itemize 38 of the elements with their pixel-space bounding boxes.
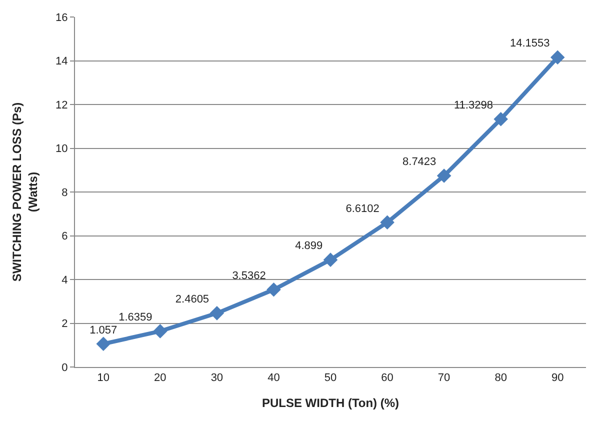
- x-tick-label: 70: [438, 372, 450, 384]
- y-tick-label: 10: [56, 143, 68, 156]
- x-tick-label: 60: [381, 372, 394, 384]
- x-tick-label: 30: [210, 372, 224, 384]
- data-label: 3.5362: [232, 270, 266, 282]
- x-tick-label: 10: [97, 372, 110, 384]
- data-label: 4.899: [295, 240, 323, 252]
- data-label: 6.6102: [346, 202, 380, 215]
- data-label: 14.1553: [510, 38, 550, 50]
- point: [494, 112, 508, 126]
- y-tick-label: 4: [62, 274, 68, 286]
- data-label: 11.3298: [454, 100, 493, 112]
- y-tick-label: 16: [56, 12, 68, 24]
- y-tick-label: 6: [62, 230, 68, 243]
- data-label: 1.057: [90, 324, 118, 336]
- x-tick-label: 20: [154, 372, 166, 384]
- point: [550, 50, 565, 64]
- point: [266, 282, 281, 297]
- data-label: 1.6359: [118, 312, 152, 324]
- x-axis-title: PULSE WIDTH (Ton) (%): [262, 396, 400, 410]
- point: [210, 306, 224, 320]
- point: [436, 168, 452, 183]
- x-tick-label: 40: [268, 372, 280, 384]
- y-tick-label: 12: [56, 99, 68, 112]
- y-tick-label: 2: [62, 318, 68, 330]
- data-label: 2.4605: [175, 294, 210, 306]
- x-tick-label: 50: [324, 372, 337, 384]
- point: [380, 215, 394, 230]
- point: [96, 336, 111, 352]
- x-tick-label: 80: [494, 372, 507, 384]
- point: [323, 252, 338, 267]
- data-label: 8.7423: [402, 156, 436, 168]
- y-tick-label: 0: [62, 362, 68, 374]
- y-tick-label: 14: [56, 56, 68, 68]
- x-tick-label: 90: [551, 372, 564, 384]
- point: [153, 324, 168, 338]
- y-tick-label: 8: [62, 186, 68, 199]
- y-axis-title: SWITCHING POWER LOSS (Ps) (Watts): [10, 102, 40, 282]
